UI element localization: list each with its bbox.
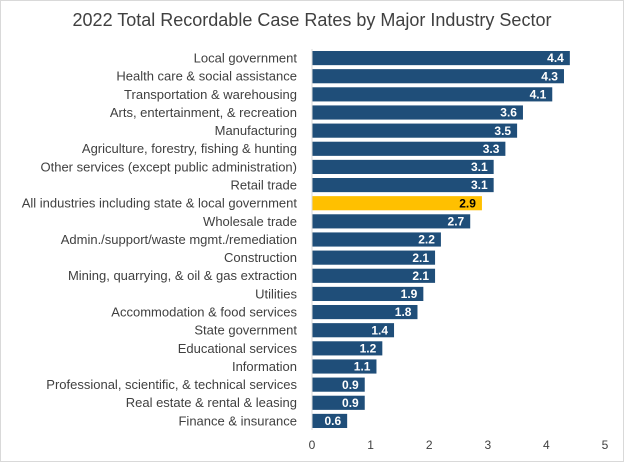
x-tick-label: 0 (309, 438, 316, 452)
y-tick-label: Manufacturing (215, 123, 297, 138)
chart-title: 2022 Total Recordable Case Rates by Majo… (73, 10, 552, 30)
value-label: 4.1 (530, 88, 547, 102)
value-label: 3.1 (471, 160, 488, 174)
y-tick-label: Real estate & rental & leasing (126, 395, 297, 410)
value-label: 1.1 (354, 360, 371, 374)
bar (312, 177, 494, 193)
y-tick-label: State government (194, 323, 297, 338)
bar (312, 323, 395, 338)
value-label: 2.1 (412, 251, 429, 265)
bar (312, 341, 383, 356)
bar (312, 304, 418, 320)
y-tick-label: Transportation & warehousing (124, 87, 297, 102)
bar (312, 413, 348, 429)
y-tick-label: Information (232, 359, 297, 374)
bar (312, 232, 441, 247)
bar (312, 87, 553, 102)
value-label: 2.7 (448, 215, 465, 229)
bar (312, 268, 436, 283)
y-tick-label: Mining, quarrying, & oil & gas extractio… (68, 268, 297, 283)
y-tick-label: Utilities (255, 286, 297, 301)
y-tick-label: Admin./support/waste mgmt./remediation (61, 232, 297, 247)
bar (312, 286, 424, 302)
y-tick-label: Wholesale trade (203, 214, 297, 229)
y-tick-label: Arts, entertainment, & recreation (110, 105, 297, 120)
bar (312, 359, 377, 374)
y-tick-label: Finance & insurance (178, 413, 297, 428)
x-tick-label: 2 (426, 438, 433, 452)
x-tick-label: 4 (543, 438, 550, 452)
bar (312, 123, 518, 138)
value-label: 3.6 (500, 106, 517, 120)
x-tick-label: 5 (602, 438, 609, 452)
bar (312, 250, 436, 265)
value-label: 0.6 (324, 414, 341, 428)
y-tick-label: Other services (except public administra… (41, 159, 298, 174)
value-label: 3.5 (494, 124, 511, 138)
bar (312, 141, 506, 156)
y-tick-label: Professional, scientific, & technical se… (46, 377, 297, 392)
y-tick-label: Health care & social assistance (116, 69, 297, 84)
y-tick-label: Accommodation & food services (111, 305, 297, 320)
value-label: 3.1 (471, 178, 488, 192)
x-tick-label: 1 (367, 438, 374, 452)
value-label: 1.2 (360, 342, 377, 356)
bar (312, 105, 523, 120)
x-tick-label: 3 (484, 438, 491, 452)
bar (312, 377, 365, 392)
y-tick-label: All industries including state & local g… (22, 196, 298, 211)
value-label: 1.4 (371, 323, 388, 337)
value-label: 1.9 (401, 287, 418, 301)
y-tick-label: Retail trade (231, 178, 297, 193)
bar (312, 69, 564, 84)
value-label: 0.9 (342, 396, 359, 410)
value-label: 4.3 (541, 69, 558, 83)
value-label: 1.8 (395, 305, 412, 319)
value-label: 2.9 (459, 196, 476, 210)
y-tick-label: Local government (194, 51, 298, 66)
bar (312, 395, 365, 410)
y-tick-label: Educational services (178, 341, 298, 356)
value-label: 2.1 (412, 269, 429, 283)
value-label: 2.2 (418, 233, 435, 247)
bar (312, 159, 494, 175)
value-label: 4.4 (547, 51, 564, 65)
value-label: 0.9 (342, 378, 359, 392)
value-label: 3.3 (483, 142, 500, 156)
bar (312, 50, 570, 66)
y-tick-label: Agriculture, forestry, fishing & hunting (82, 141, 297, 156)
bar (312, 214, 471, 229)
bar (312, 196, 482, 211)
y-tick-label: Construction (224, 250, 297, 265)
